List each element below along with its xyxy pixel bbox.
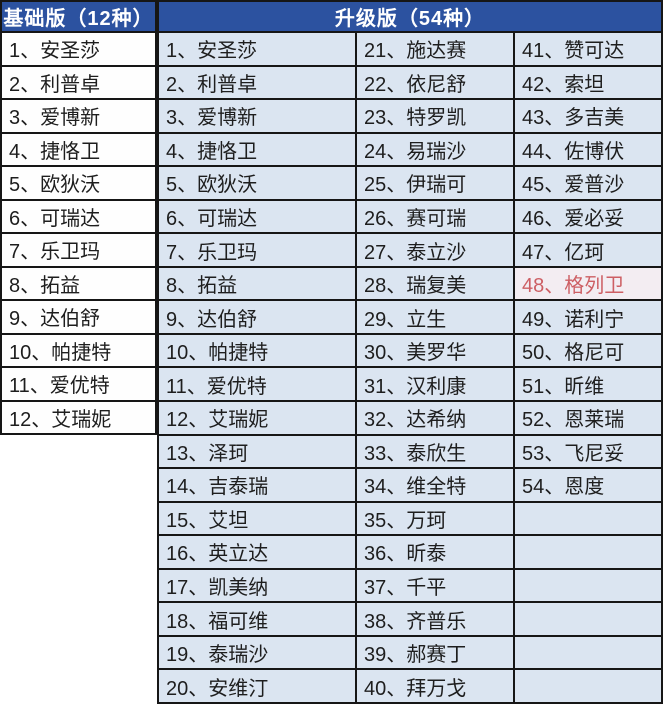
upgrade-columns: 1、安圣莎 2、利普卓 3、爱博新 4、捷恪卫 5、欧狄沃 6、可瑞达 7、乐卫玛 8、拓益 9… xyxy=(159,33,661,702)
upgrade-list-item: 12、艾瑞妮 xyxy=(159,400,355,434)
upgrade-list-item: 38、齐普乐 xyxy=(357,601,513,635)
upgrade-list-item: 32、达希纳 xyxy=(357,400,513,434)
upgrade-list-item: 4、捷恪卫 xyxy=(159,131,355,166)
upgrade-list-item: 21、施达赛 xyxy=(357,33,513,65)
upgrade-list-item: 41、赞可达 xyxy=(515,33,661,65)
basic-rows: 1、安圣莎 2、利普卓 3、爱博新 4、捷恪卫 5、欧狄沃 6、可瑞达 7、乐卫玛 8、拓益 9… xyxy=(2,33,155,433)
upgrade-list-item: 13、泽珂 xyxy=(159,433,355,468)
upgrade-empty-cell xyxy=(515,634,661,669)
upgrade-list-item: 44、佐博伏 xyxy=(515,131,661,166)
upgrade-list-item: 36、昕泰 xyxy=(357,534,513,568)
upgrade-list-item: 11、爱优特 xyxy=(159,366,355,401)
upgrade-list-item: 19、泰瑞沙 xyxy=(159,634,355,669)
upgrade-list-item: 3、爱博新 xyxy=(159,98,355,132)
upgrade-empty-cell xyxy=(515,668,661,702)
upgrade-list-item: 26、赛可瑞 xyxy=(357,198,513,233)
upgrade-list-item: 42、索坦 xyxy=(515,64,661,99)
upgrade-list-item: 6、可瑞达 xyxy=(159,198,355,233)
upgrade-list-item: 10、帕捷特 xyxy=(159,332,355,367)
upgrade-list-item: 7、乐卫玛 xyxy=(159,232,355,266)
basic-list-item: 3、爱博新 xyxy=(2,98,155,132)
upgrade-list-item: 52、恩莱瑞 xyxy=(515,400,661,434)
upgrade-list-item: 18、福可维 xyxy=(159,601,355,635)
upgrade-empty-cell xyxy=(515,500,661,535)
basic-version-table: 基础版（12种） 1、安圣莎 2、利普卓 3、爱博新 4、捷恪卫 5、欧狄沃 6、可瑞达 7… xyxy=(0,0,157,435)
upgrade-list-item: 23、特罗凯 xyxy=(357,98,513,132)
upgrade-list-item: 50、格尼可 xyxy=(515,332,661,367)
upgrade-list-item: 33、泰欣生 xyxy=(357,433,513,468)
basic-list-item: 1、安圣莎 xyxy=(2,33,155,65)
upgrade-list-item: 31、汉利康 xyxy=(357,366,513,401)
upgrade-list-item: 27、泰立沙 xyxy=(357,232,513,266)
upgrade-list-item: 40、拜万戈 xyxy=(357,668,513,702)
basic-list-item: 2、利普卓 xyxy=(2,64,155,98)
upgrade-list-item: 8、拓益 xyxy=(159,265,355,300)
upgrade-list-item: 54、恩度 xyxy=(515,467,661,501)
upgrade-col-0: 1、安圣莎 2、利普卓 3、爱博新 4、捷恪卫 5、欧狄沃 6、可瑞达 7、乐卫玛 8、拓益 9… xyxy=(159,33,355,702)
basic-list-item: 12、艾瑞妮 xyxy=(2,399,155,433)
basic-list-item: 4、捷恪卫 xyxy=(2,131,155,165)
basic-list-item: 6、可瑞达 xyxy=(2,198,155,232)
upgrade-list-item: 34、维全特 xyxy=(357,467,513,501)
upgrade-list-item: 15、艾坦 xyxy=(159,500,355,535)
upgrade-list-item: 51、昕维 xyxy=(515,366,661,401)
upgrade-list-item: 1、安圣莎 xyxy=(159,33,355,65)
upgrade-list-item: 28、瑞复美 xyxy=(357,265,513,300)
upgrade-version-table: 升级版（54种） 1、安圣莎 2、利普卓 3、爱博新 4、捷恪卫 5、欧狄沃 6、可瑞达 7… xyxy=(157,0,663,704)
upgrade-list-item: 39、郝赛丁 xyxy=(357,634,513,669)
upgrade-list-item: 25、伊瑞可 xyxy=(357,165,513,199)
upgrade-list-item: 14、吉泰瑞 xyxy=(159,467,355,501)
basic-list-item: 11、爱优特 xyxy=(2,366,155,400)
upgrade-list-item: 37、千平 xyxy=(357,567,513,602)
upgrade-col-1: 21、施达赛 22、依尼舒 23、特罗凯 24、易瑞沙 25、伊瑞可 26、赛可瑞 27、泰… xyxy=(355,33,513,702)
upgrade-list-item: 5、欧狄沃 xyxy=(159,165,355,199)
upgrade-list-item: 46、爱必妥 xyxy=(515,198,661,233)
upgrade-list-item: 53、飞尼妥 xyxy=(515,433,661,468)
upgrade-list-item: 20、安维汀 xyxy=(159,668,355,702)
basic-list-item: 5、欧狄沃 xyxy=(2,165,155,199)
upgrade-list-item: 30、美罗华 xyxy=(357,332,513,367)
upgrade-list-item: 22、依尼舒 xyxy=(357,64,513,99)
upgrade-empty-cell xyxy=(515,534,661,568)
basic-list-item: 8、拓益 xyxy=(2,265,155,299)
upgrade-table-header: 升级版（54种） xyxy=(159,2,661,33)
upgrade-list-item: 45、爱普沙 xyxy=(515,165,661,199)
upgrade-list-item: 17、凯美纳 xyxy=(159,567,355,602)
basic-list-item: 7、乐卫玛 xyxy=(2,232,155,266)
upgrade-list-item: 48、格列卫 xyxy=(515,265,661,300)
upgrade-list-item: 24、易瑞沙 xyxy=(357,131,513,166)
basic-table-header: 基础版（12种） xyxy=(2,2,155,33)
upgrade-list-item: 47、亿珂 xyxy=(515,232,661,266)
upgrade-list-item: 9、达伯舒 xyxy=(159,299,355,333)
upgrade-list-item: 16、英立达 xyxy=(159,534,355,568)
upgrade-list-item: 43、多吉美 xyxy=(515,98,661,132)
upgrade-list-item: 35、万珂 xyxy=(357,500,513,535)
upgrade-empty-cell xyxy=(515,601,661,635)
upgrade-list-item: 49、诺利宁 xyxy=(515,299,661,333)
basic-list-item: 9、达伯舒 xyxy=(2,299,155,333)
upgrade-list-item: 29、立生 xyxy=(357,299,513,333)
upgrade-list-item: 2、利普卓 xyxy=(159,64,355,99)
upgrade-col-2: 41、赞可达 42、索坦 43、多吉美 44、佐博伏 45、爱普沙 46、爱必妥 47、亿珂… xyxy=(513,33,661,702)
upgrade-empty-cell xyxy=(515,567,661,602)
basic-list-item: 10、帕捷特 xyxy=(2,332,155,366)
